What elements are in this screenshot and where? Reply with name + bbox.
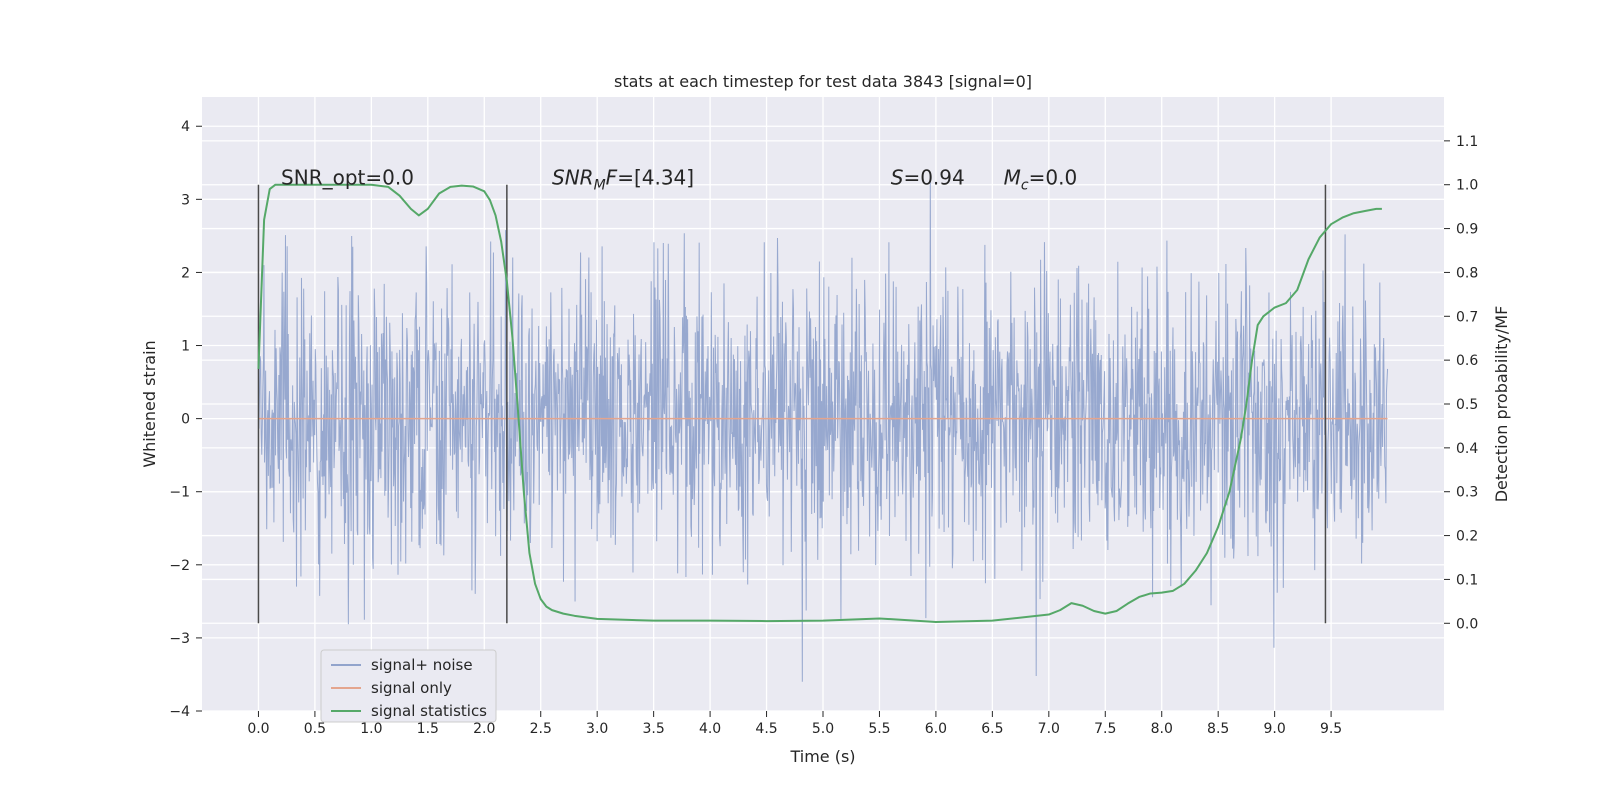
x-tick-label: 7.5 bbox=[1094, 721, 1116, 737]
x-tick-label: 6.5 bbox=[981, 721, 1003, 737]
annotation-text: Mc=0.0 bbox=[1004, 166, 1078, 194]
y-axis-left-label: Whitened strain bbox=[140, 340, 159, 467]
y-axis-right-ticks: 0.0 0.1 0.2 0.3 0.4 0.5 0.6 0.7 0.8 0.9 1.0 1.1 bbox=[1444, 134, 1478, 632]
x-tick-label: 2.5 bbox=[530, 721, 552, 737]
chart-title: stats at each timestep for test data 384… bbox=[614, 72, 1032, 91]
y-right-tick-label: 0.5 bbox=[1456, 397, 1478, 413]
annotation-text: SNRMF=[4.34] bbox=[552, 166, 694, 194]
x-tick-label: 4.5 bbox=[755, 721, 777, 737]
x-tick-label: 1.5 bbox=[417, 721, 439, 737]
y-right-tick-label: 0.3 bbox=[1456, 485, 1478, 501]
series-signal-noise bbox=[257, 173, 1389, 682]
y-left-tick-label: 2 bbox=[181, 265, 190, 281]
legend-box bbox=[320, 649, 497, 723]
x-tick-label: 3.5 bbox=[643, 721, 665, 737]
y-axis-right-label: Detection probability/MF bbox=[1492, 306, 1511, 503]
y-right-tick-label: 0.6 bbox=[1456, 353, 1478, 369]
y-axis-left-ticks: −4 −3 −2 −1 0 1 2 3 4 bbox=[169, 119, 202, 720]
y-left-tick-label: −2 bbox=[169, 558, 190, 574]
x-tick-label: 5.0 bbox=[812, 721, 834, 737]
y-left-tick-label: −3 bbox=[169, 631, 190, 647]
y-right-tick-label: 0.0 bbox=[1456, 616, 1478, 632]
x-tick-label: 0.5 bbox=[304, 721, 326, 737]
y-left-tick-label: 0 bbox=[181, 412, 190, 428]
y-right-tick-label: 0.9 bbox=[1456, 222, 1478, 238]
annotation-text: SNR_opt=0.0 bbox=[281, 166, 414, 190]
signal-noise-line bbox=[257, 173, 1389, 682]
x-tick-label: 0.0 bbox=[247, 721, 269, 737]
x-tick-label: 5.5 bbox=[868, 721, 890, 737]
y-right-tick-label: 0.2 bbox=[1456, 529, 1478, 545]
x-tick-label: 6.0 bbox=[925, 721, 947, 737]
y-right-tick-label: 0.7 bbox=[1456, 309, 1478, 325]
x-tick-label: 9.5 bbox=[1320, 721, 1342, 737]
y-left-tick-label: −4 bbox=[169, 704, 190, 720]
y-right-tick-label: 1.0 bbox=[1456, 178, 1478, 194]
annotation-text: S=0.94 bbox=[891, 166, 965, 190]
x-tick-label: 2.0 bbox=[473, 721, 495, 737]
x-axis-label: Time (s) bbox=[789, 747, 855, 766]
x-tick-label: 7.0 bbox=[1038, 721, 1060, 737]
segment-markers bbox=[257, 184, 1327, 624]
x-axis-ticks: 0.0 0.5 1.0 1.5 2.0 2.5 3.0 3.5 4.0 4.5 5.0 5.5 6.0 6… bbox=[247, 711, 1342, 737]
legend-label: signal+ noise bbox=[371, 656, 473, 674]
y-right-tick-label: 0.8 bbox=[1456, 265, 1478, 281]
y-right-tick-label: 1.1 bbox=[1456, 134, 1478, 150]
y-left-tick-label: 1 bbox=[181, 339, 190, 355]
signal-statistics-line bbox=[257, 183, 1382, 623]
x-tick-label: 3.0 bbox=[586, 721, 608, 737]
legend-label: signal statistics bbox=[371, 702, 487, 720]
x-tick-label: 1.0 bbox=[360, 721, 382, 737]
x-tick-label: 8.5 bbox=[1207, 721, 1229, 737]
y-left-tick-label: 3 bbox=[181, 192, 190, 208]
x-tick-label: 4.0 bbox=[699, 721, 721, 737]
legend-label: signal only bbox=[371, 679, 452, 697]
y-left-tick-label: −1 bbox=[169, 485, 190, 501]
y-right-tick-label: 0.1 bbox=[1456, 572, 1478, 588]
y-right-tick-label: 0.4 bbox=[1456, 441, 1478, 457]
series-signal-statistics bbox=[257, 183, 1382, 623]
y-left-tick-label: 4 bbox=[181, 119, 190, 135]
x-tick-label: 8.0 bbox=[1151, 721, 1173, 737]
x-tick-label: 9.0 bbox=[1264, 721, 1286, 737]
annotations: SNR_opt=0.0 SNRMF=[4.34] S=0.94 Mc=0.0 bbox=[281, 166, 1077, 194]
legend: signal+ noise signal only signal statistic… bbox=[320, 649, 497, 723]
